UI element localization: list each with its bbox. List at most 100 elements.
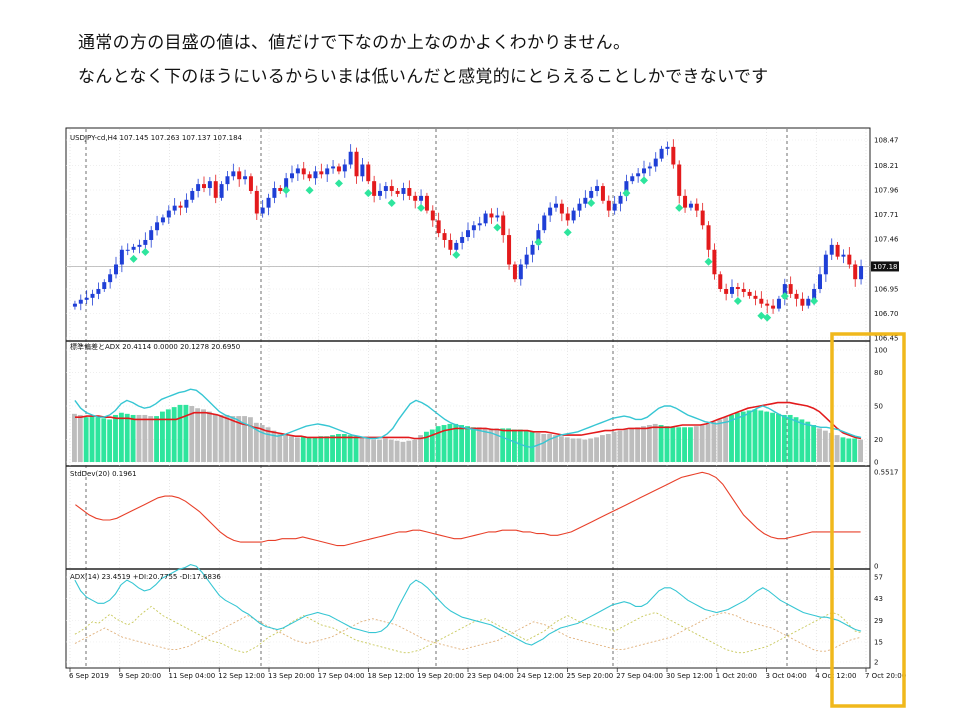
candle-body	[835, 244, 840, 257]
histogram-bar	[330, 435, 335, 462]
histogram-bar	[582, 439, 588, 462]
signal-diamond	[810, 296, 819, 305]
histogram-bar	[470, 427, 476, 462]
candle-body	[483, 213, 488, 224]
candle-body	[219, 184, 224, 198]
candle-body	[853, 264, 858, 280]
chart-frame	[65, 127, 871, 669]
histogram-bar	[113, 414, 118, 462]
histogram-bar	[734, 412, 740, 462]
candle-body	[395, 190, 400, 194]
histogram-bar	[564, 437, 570, 462]
histogram-bar	[787, 414, 793, 462]
histogram-bar	[265, 427, 271, 462]
histogram-bar	[746, 410, 752, 462]
histogram-bar	[218, 414, 224, 462]
candle-body	[378, 190, 382, 196]
x-axis-label: 6 Sep 2019	[69, 672, 109, 680]
histogram-bar	[852, 438, 858, 462]
candle-body	[172, 205, 177, 211]
histogram-bar	[259, 425, 265, 462]
x-axis-label: 13 Sep 20:00	[268, 672, 315, 680]
stddev-line	[75, 471, 861, 547]
histogram-bar	[676, 427, 682, 462]
histogram-bar	[512, 429, 517, 462]
histogram-bar	[822, 430, 828, 462]
histogram-bar	[371, 439, 377, 462]
histogram-bar	[377, 439, 382, 462]
adx-axis-label: 20	[874, 436, 883, 444]
price-axis-label: 106.70	[874, 310, 899, 318]
price-axis-label: 106.95	[874, 285, 899, 293]
histogram-bar	[406, 440, 412, 462]
candle-body	[137, 244, 142, 247]
signal-diamond	[587, 198, 596, 207]
histogram-bar	[758, 410, 764, 462]
histogram-bar	[670, 427, 676, 462]
candle-body	[471, 225, 476, 231]
histogram-bar	[776, 413, 781, 462]
histogram-bar	[277, 432, 283, 462]
plus-di-line	[74, 605, 862, 654]
histogram-bar	[834, 435, 840, 462]
histogram-bar	[236, 416, 242, 462]
histogram-bar	[424, 431, 429, 462]
candle-body	[243, 176, 248, 180]
candle-body	[859, 266, 864, 280]
candle-body	[454, 242, 459, 250]
histogram-bar	[95, 417, 101, 462]
histogram-bar	[729, 414, 734, 462]
histogram-bar	[77, 414, 83, 462]
candle-body	[735, 287, 740, 289]
candle-body	[512, 264, 517, 280]
candle-body	[313, 171, 318, 179]
signal-diamond	[493, 223, 502, 232]
candle-body	[372, 181, 377, 196]
histogram-bar	[171, 407, 177, 462]
candle-body	[688, 203, 693, 208]
candle-body	[559, 203, 564, 214]
candle-body	[565, 213, 570, 221]
adx-axis-label: 50	[874, 403, 883, 411]
x-axis-label: 4 Oct 12:00	[815, 672, 856, 680]
stddev-axis-label: 0	[874, 563, 878, 571]
x-axis-label: 27 Sep 04:00	[616, 672, 663, 680]
candle-body	[524, 254, 529, 265]
candle-body	[577, 203, 582, 211]
candle-body	[712, 249, 717, 275]
price-axis-label: 106.45	[874, 335, 899, 343]
candle-body	[190, 190, 195, 200]
histogram-bar	[271, 430, 277, 462]
histogram-bar	[418, 435, 423, 462]
candle-body	[149, 230, 154, 240]
histogram-bar	[693, 426, 699, 462]
caption-line-1: 通常の方の目盛の値は、値だけで下なのか上なのかよくわかりません。	[78, 33, 631, 53]
histogram-bar	[453, 423, 459, 462]
signal-diamond	[282, 186, 291, 195]
candle-body	[583, 197, 588, 204]
adx-panel-title: ADX(14) 23.4519 +DI:20.7755 -DI:17.6836	[70, 573, 221, 581]
candle-body	[237, 171, 242, 180]
grid	[66, 129, 870, 667]
histogram-bar	[770, 412, 775, 462]
candle-body	[818, 274, 822, 289]
candle-body	[724, 288, 729, 294]
candle-body	[782, 284, 787, 299]
x-axis-label: 17 Sep 04:00	[318, 672, 365, 680]
candle-body	[96, 288, 101, 294]
adx-axis-label: 0	[874, 459, 878, 467]
candle-body	[554, 203, 558, 208]
signal-diamond	[563, 228, 572, 237]
histogram-bar	[107, 419, 113, 462]
histogram-bar	[482, 428, 488, 462]
candle-body	[331, 166, 336, 169]
histogram-bar	[435, 426, 441, 462]
histogram-bar	[846, 438, 852, 462]
histogram-bar	[805, 421, 811, 462]
candle-body	[776, 298, 781, 309]
histogram-bar	[588, 438, 594, 462]
histogram-bar	[429, 429, 435, 462]
last-price-tag	[871, 261, 899, 272]
candle-body	[812, 288, 817, 299]
